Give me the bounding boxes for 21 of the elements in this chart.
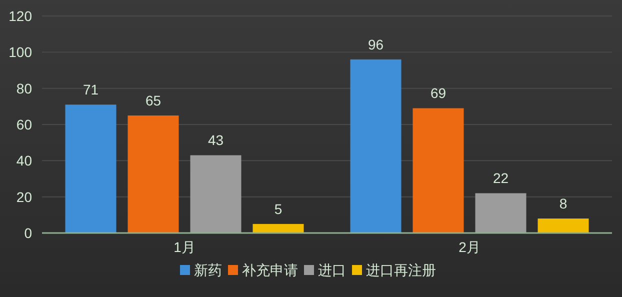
data-label: 5 bbox=[274, 200, 282, 217]
data-label: 96 bbox=[368, 36, 384, 52]
legend-label: 进口再注册 bbox=[366, 262, 436, 278]
data-label: 71 bbox=[82, 82, 99, 98]
y-tick-label: 60 bbox=[16, 116, 32, 132]
data-label: 8 bbox=[559, 196, 568, 212]
y-tick-label: 20 bbox=[16, 188, 32, 205]
y-tick-label: 0 bbox=[24, 225, 32, 241]
y-tick-label: 40 bbox=[16, 152, 32, 169]
data-label: 65 bbox=[145, 92, 162, 108]
legend-label: 新药 bbox=[194, 262, 222, 278]
y-tick-label: 100 bbox=[8, 44, 32, 60]
x-tick-label: 1月 bbox=[174, 239, 196, 255]
y-tick-label: 120 bbox=[8, 8, 32, 24]
data-label: 22 bbox=[492, 170, 509, 186]
y-tick-label: 80 bbox=[16, 80, 32, 96]
data-label: 69 bbox=[430, 85, 446, 102]
legend-label: 补充申请 bbox=[242, 262, 298, 278]
legend-label: 进口 bbox=[318, 262, 346, 278]
data-label: 43 bbox=[208, 132, 224, 148]
x-tick-label: 2月 bbox=[458, 239, 480, 255]
